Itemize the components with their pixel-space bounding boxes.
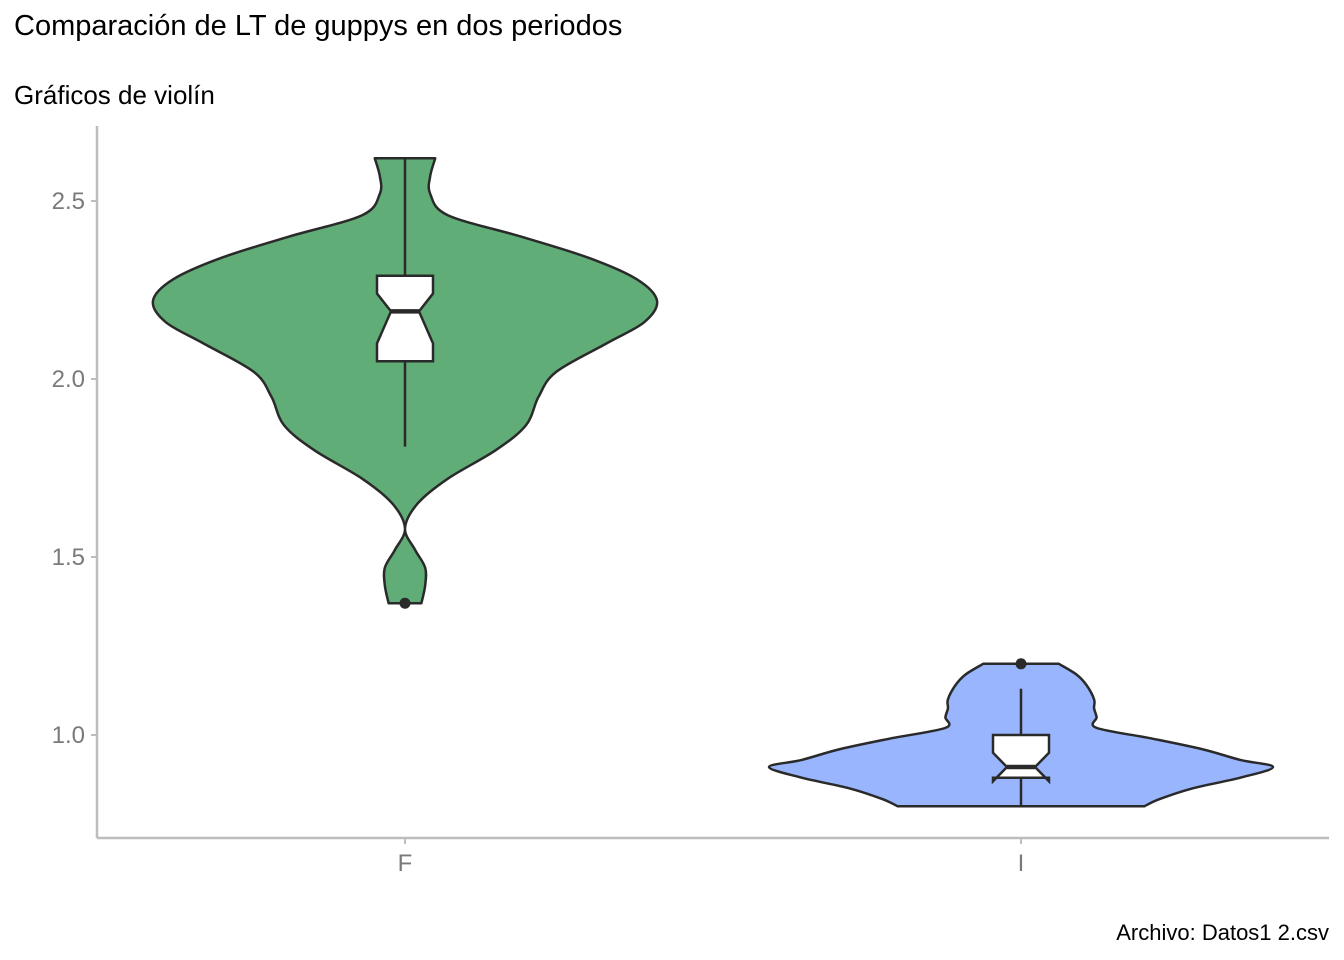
y-tick-label: 2.5	[52, 188, 85, 215]
chart-subtitle: Gráficos de violín	[14, 80, 215, 110]
axes	[95, 126, 1329, 840]
box-F	[375, 274, 435, 363]
outlier-point	[399, 597, 411, 609]
violin-layer	[151, 157, 1275, 808]
y-tick-label: 1.0	[52, 722, 85, 749]
chart-title: Comparación de LT de guppys en dos perio…	[14, 10, 623, 42]
boxplot-layer	[375, 158, 1051, 807]
x-tick-label: I	[1018, 850, 1025, 877]
x-tick-label: F	[398, 850, 413, 877]
box-I	[991, 733, 1051, 785]
outlier-point	[1015, 658, 1027, 670]
chart-caption: Archivo: Datos1 2.csv	[1116, 920, 1329, 945]
y-tick-label: 2.0	[52, 366, 85, 393]
y-tick-label: 1.5	[52, 544, 85, 571]
y-axis-ticks: 1.0 1.5 2.0 2.5	[52, 188, 96, 749]
